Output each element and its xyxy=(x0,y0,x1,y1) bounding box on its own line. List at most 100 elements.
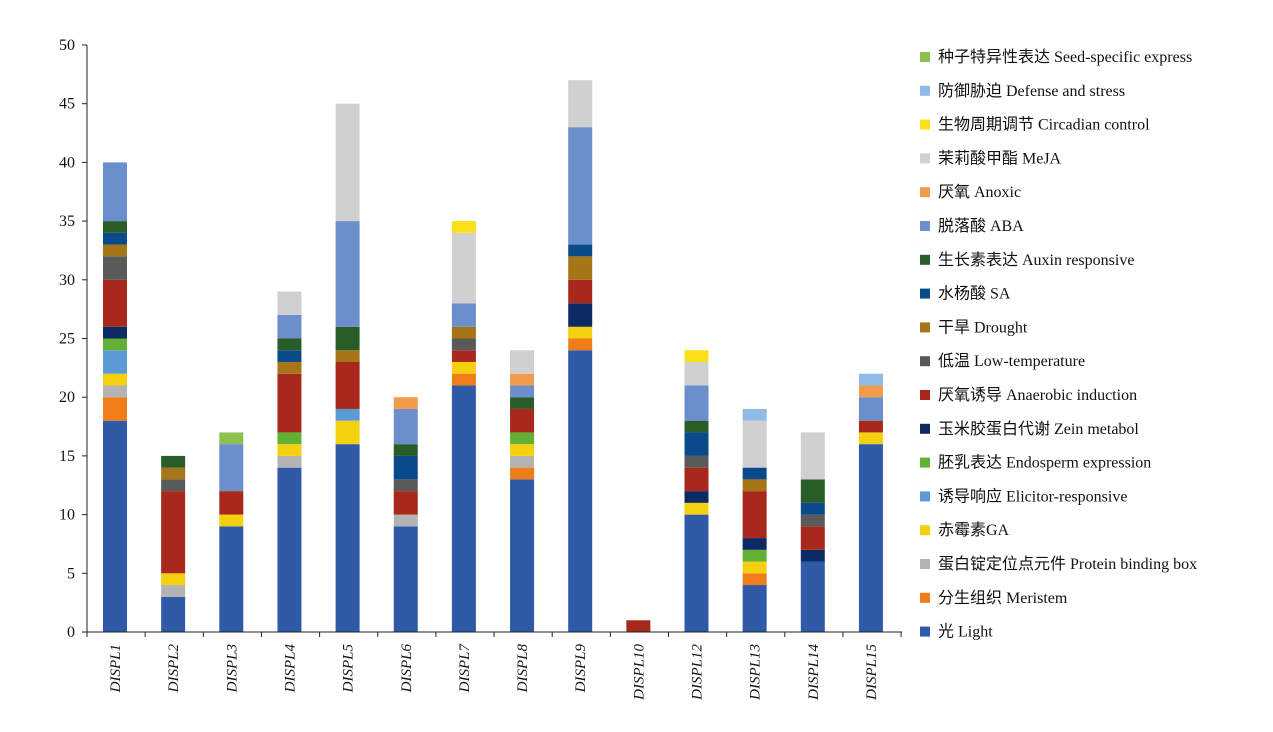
legend-swatch xyxy=(920,322,930,333)
legend-label: 玉米胶蛋白代谢 Zein metabol xyxy=(938,420,1139,438)
bar-segment-displ8-s5 xyxy=(510,432,535,445)
x-category-label-displ7: DISPL7 xyxy=(457,643,473,694)
legend-label: 厌氧诱导 Anaerobic induction xyxy=(938,386,1137,404)
bar-segment-displ5-s14 xyxy=(335,103,360,222)
bar-segment-displ7-s8 xyxy=(451,338,476,351)
bar-segment-displ5-s4 xyxy=(335,408,360,421)
bar-segment-displ13-s1 xyxy=(742,573,767,586)
bar-segment-displ8-s0 xyxy=(510,479,535,632)
bar-segment-displ6-s0 xyxy=(393,526,418,632)
bar-segment-displ12-s14 xyxy=(684,361,709,386)
y-tick-label: 5 xyxy=(67,565,75,582)
bar-segment-displ6-s11 xyxy=(393,444,418,456)
bar-segment-displ5-s9 xyxy=(335,350,360,362)
bar-segment-displ4-s3 xyxy=(277,444,302,456)
bar-segment-displ1-s6 xyxy=(103,326,127,339)
legend-swatch xyxy=(920,592,930,603)
legend-swatch xyxy=(920,221,930,231)
bar-segment-displ15-s3 xyxy=(858,432,883,445)
bar-segment-displ4-s2 xyxy=(277,455,302,468)
bar-segment-displ5-s3 xyxy=(335,420,360,445)
bar-segment-displ7-s3 xyxy=(451,361,476,374)
bar-segment-displ8-s14 xyxy=(510,350,535,374)
y-tick-label: 50 xyxy=(59,37,75,54)
bar-segment-displ3-s12 xyxy=(219,444,244,492)
bar-segment-displ13-s3 xyxy=(742,561,767,574)
legend-label: 胚乳表达 Endosperm expression xyxy=(938,454,1151,472)
legend-swatch xyxy=(920,525,930,536)
bar-segment-displ12-s8 xyxy=(684,455,709,468)
x-category-label-displ14: DISPL14 xyxy=(806,644,822,701)
x-category-label-displ6: DISPL6 xyxy=(399,644,415,694)
bar-segment-displ2-s3 xyxy=(161,573,186,586)
bar-segment-displ14-s14 xyxy=(800,432,825,480)
bars-layer xyxy=(103,80,883,632)
legend-swatch xyxy=(920,390,930,400)
bar-segment-displ14-s10 xyxy=(800,502,825,515)
y-tick-label: 0 xyxy=(67,624,75,641)
bar-segment-displ2-s2 xyxy=(161,585,186,597)
legend-label: 生物周期调节 Circadian control xyxy=(938,116,1150,134)
bar-segment-displ13-s0 xyxy=(742,585,767,632)
y-axis: 0 5 10 15 20 25 30 35 40 45 50 xyxy=(59,37,88,641)
bar-segment-displ12-s10 xyxy=(684,432,709,456)
bar-segment-displ1-s0 xyxy=(103,420,127,632)
bar-segment-displ15-s0 xyxy=(858,444,883,632)
bar-segment-displ7-s1 xyxy=(451,373,476,386)
bar-segment-displ12-s0 xyxy=(684,514,709,632)
bar-segment-displ1-s2 xyxy=(103,385,127,398)
bar-segment-displ5-s11 xyxy=(335,326,360,351)
bar-segment-displ9-s7 xyxy=(568,279,593,304)
legend-label: 干旱 Drought xyxy=(938,319,1028,336)
legend-swatch xyxy=(920,626,930,637)
bar-segment-displ15-s16 xyxy=(858,373,883,386)
bar-segment-displ9-s3 xyxy=(568,326,593,339)
x-category-label-displ1: DISPL1 xyxy=(108,644,124,693)
bar-segment-displ1-s1 xyxy=(103,397,127,421)
bar-segment-displ7-s0 xyxy=(451,385,476,632)
bar-segment-displ7-s9 xyxy=(451,326,476,339)
bar-segment-displ13-s7 xyxy=(742,491,767,539)
bar-segment-displ9-s10 xyxy=(568,244,593,257)
legend-swatch xyxy=(920,423,930,434)
y-tick-label: 40 xyxy=(59,154,75,171)
bar-segment-displ12-s6 xyxy=(684,491,709,503)
legend-swatch xyxy=(920,559,930,569)
bar-segment-displ9-s9 xyxy=(568,256,593,280)
bar-segment-displ8-s11 xyxy=(510,397,535,409)
legend-swatch xyxy=(920,356,930,367)
bar-segment-displ10-s7 xyxy=(626,620,651,632)
bar-segment-displ12-s12 xyxy=(684,385,709,421)
x-category-label-displ8: DISPL8 xyxy=(515,644,531,694)
bar-segment-displ13-s9 xyxy=(742,479,767,492)
bar-segment-displ12-s11 xyxy=(684,420,709,433)
bar-segment-displ4-s0 xyxy=(277,467,302,632)
legend-swatch xyxy=(920,52,930,62)
bar-segment-displ14-s0 xyxy=(800,561,825,632)
legend-label: 低温 Low-temperature xyxy=(938,352,1085,370)
bar-segment-displ14-s6 xyxy=(800,549,825,562)
x-category-label-displ5: DISPL5 xyxy=(341,644,357,694)
legend-label: 防御胁迫 Defense and stress xyxy=(938,82,1125,100)
bar-segment-displ13-s10 xyxy=(742,467,767,480)
bar-segment-displ14-s8 xyxy=(800,514,825,527)
bar-segment-displ8-s1 xyxy=(510,467,535,480)
y-tick-label: 35 xyxy=(59,213,75,230)
bar-segment-displ8-s3 xyxy=(510,444,535,456)
bar-segment-displ8-s12 xyxy=(510,385,535,398)
x-category-label-displ3: DISPL3 xyxy=(224,644,240,693)
bar-segment-displ9-s12 xyxy=(568,127,593,245)
y-tick-label: 10 xyxy=(59,507,75,524)
legend-swatch xyxy=(920,254,930,265)
bar-segment-displ7-s15 xyxy=(451,221,476,233)
bar-segment-displ8-s13 xyxy=(510,373,535,386)
x-category-label-displ2: DISPL2 xyxy=(166,644,182,694)
bar-segment-displ5-s0 xyxy=(335,444,360,632)
bar-segment-displ1-s9 xyxy=(103,244,127,257)
bar-segment-displ12-s7 xyxy=(684,467,709,492)
bar-segment-displ1-s11 xyxy=(103,221,127,233)
bar-segment-displ3-s3 xyxy=(219,514,244,527)
x-category-label-displ10: DISPL10 xyxy=(631,644,647,701)
legend-label: 茉莉酸甲酯 MeJA xyxy=(938,149,1062,167)
bar-segment-displ2-s11 xyxy=(161,455,186,468)
